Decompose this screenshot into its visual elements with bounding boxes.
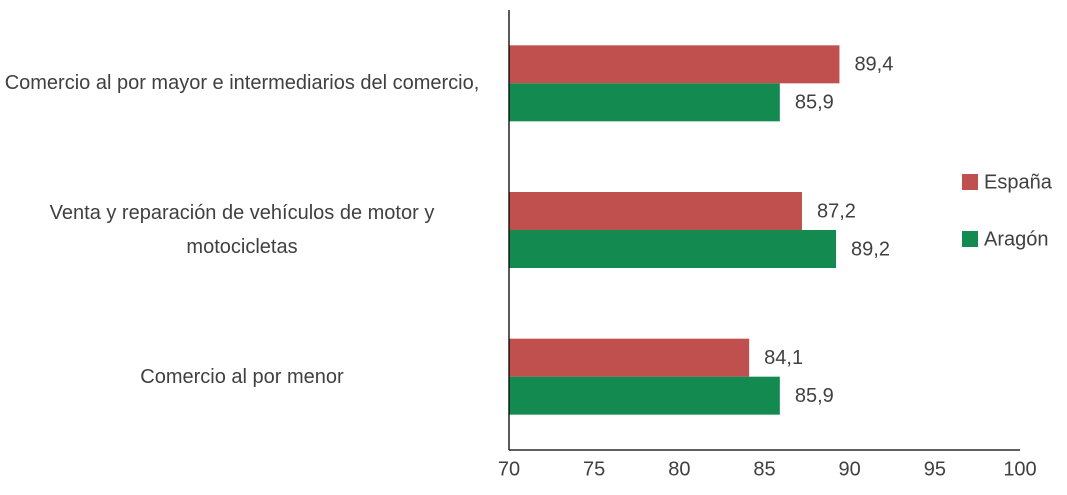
data-label: 89,2 [851, 238, 890, 260]
data-label: 87,2 [817, 200, 856, 222]
bar [509, 192, 802, 230]
bar [509, 376, 780, 415]
y-tick-label: Comercio al por mayor e intermediarios d… [4, 72, 480, 95]
legend-label: Aragón [984, 228, 1049, 250]
x-tick-label: 100 [1003, 458, 1036, 480]
x-tick-label: 80 [668, 458, 690, 480]
x-tick-label: 95 [924, 458, 946, 480]
bar [509, 338, 750, 377]
x-tick-label: 75 [583, 458, 605, 480]
data-label: 89,4 [854, 54, 893, 76]
data-label: 85,9 [795, 385, 834, 407]
bar [509, 83, 780, 122]
legend-swatch [962, 174, 978, 190]
legend-label: España [984, 171, 1053, 193]
x-tick-label: 85 [753, 458, 775, 480]
y-tick-label: Comercio al por menor [140, 365, 344, 388]
x-tick-label: 90 [839, 458, 861, 480]
data-label: 85,9 [795, 92, 834, 114]
legend-swatch [962, 231, 978, 247]
y-tick-label: Venta y reparación de vehículos de motor… [49, 202, 435, 258]
data-label: 84,1 [764, 347, 803, 369]
x-tick-label: 70 [498, 458, 520, 480]
bar [509, 230, 837, 268]
bar [509, 45, 840, 84]
